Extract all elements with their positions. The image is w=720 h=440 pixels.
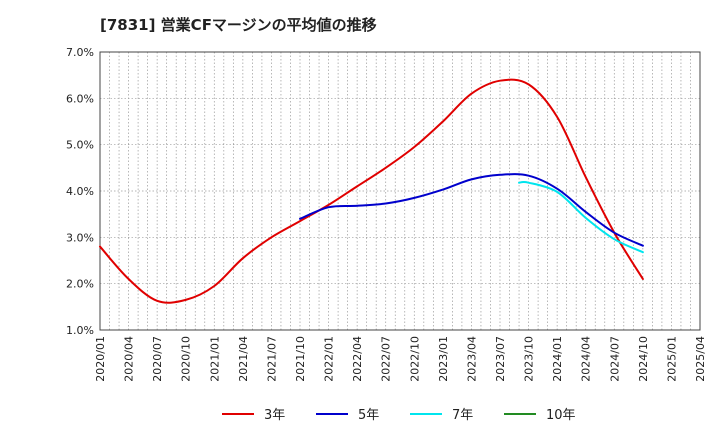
x-tick-label: 2023/10 xyxy=(523,336,536,382)
x-tick-label: 2021/10 xyxy=(294,336,307,382)
x-tick-label: 2024/04 xyxy=(580,336,593,382)
y-tick-label: 7.0% xyxy=(66,46,94,59)
x-tick-label: 2021/01 xyxy=(208,336,221,382)
x-tick-label: 2022/07 xyxy=(380,336,393,382)
y-tick-label: 5.0% xyxy=(66,139,94,152)
legend-item-5yr: 5年 xyxy=(316,408,379,423)
legend-label: 3年 xyxy=(264,408,285,423)
legend-item-3yr: 3年 xyxy=(222,408,285,423)
series-line-7yr xyxy=(518,180,644,254)
x-tick-label: 2020/10 xyxy=(180,336,193,382)
legend-item-7yr: 7年 xyxy=(410,408,473,423)
x-tick-label: 2020/04 xyxy=(123,336,136,382)
x-tick-label: 2022/04 xyxy=(351,336,364,382)
chart-title: [7831] 営業CFマージンの平均値の推移 xyxy=(100,16,377,34)
y-tick-label: 4.0% xyxy=(66,185,94,198)
x-tick-label: 2023/07 xyxy=(494,336,507,382)
series-line-5yr xyxy=(299,173,644,247)
plot-area xyxy=(100,52,700,330)
plot-frame xyxy=(99,51,701,331)
x-tick-label: 2024/01 xyxy=(551,336,564,382)
y-tick-label: 6.0% xyxy=(66,92,94,105)
x-tick-label: 2025/04 xyxy=(694,336,707,382)
x-tick-label: 2020/07 xyxy=(151,336,164,382)
y-tick-label: 2.0% xyxy=(66,278,94,291)
y-tick-label: 3.0% xyxy=(66,231,94,244)
x-tick-label: 2021/04 xyxy=(237,336,250,382)
x-tick-label: 2025/01 xyxy=(665,336,678,382)
x-tick-label: 2023/01 xyxy=(437,336,450,382)
x-tick-label: 2022/01 xyxy=(323,336,336,382)
legend-label: 10年 xyxy=(546,408,576,423)
x-tick-label: 2022/10 xyxy=(408,336,421,382)
x-tick-label: 2020/01 xyxy=(94,336,107,382)
x-tick-label: 2024/07 xyxy=(608,336,621,382)
legend-label: 5年 xyxy=(358,408,379,423)
y-tick-label: 1.0% xyxy=(66,324,94,337)
legend-item-10yr: 10年 xyxy=(504,408,576,423)
series-line-3yr xyxy=(99,78,644,304)
x-tick-label: 2021/07 xyxy=(265,336,278,382)
x-tick-label: 2023/04 xyxy=(465,336,478,382)
legend-label: 7年 xyxy=(452,408,473,423)
x-tick-label: 2024/10 xyxy=(637,336,650,382)
